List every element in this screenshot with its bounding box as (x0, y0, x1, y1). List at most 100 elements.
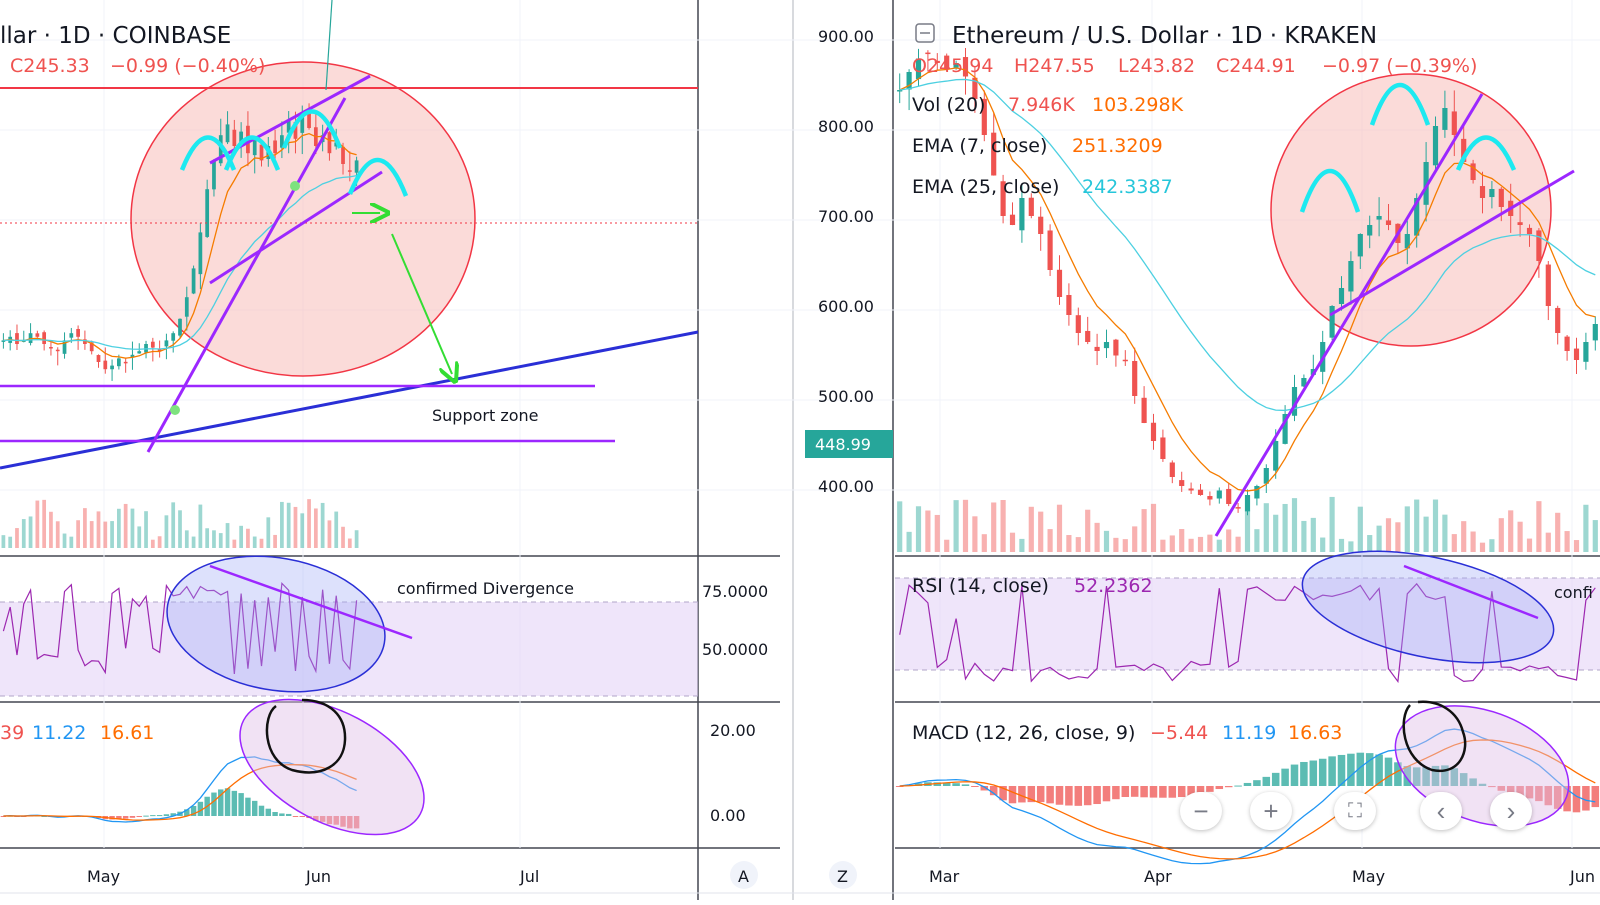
left-rsi-divergence-line[interactable] (209, 564, 413, 640)
right-volume-60 (1461, 521, 1467, 552)
left-shoulder-arc-1 (179, 135, 237, 171)
left-highlight-circle (130, 61, 476, 377)
left-candle-11 (76, 328, 80, 337)
right-hist-64 (1497, 786, 1506, 791)
left-candle-48 (327, 132, 332, 154)
left-volume-20 (137, 526, 142, 548)
scroll-right-button[interactable]: › (1490, 792, 1532, 830)
left-macd-tick-20: 20.00 (710, 721, 756, 740)
right-rsi-label: RSI (14, close) (912, 575, 1049, 597)
right-volume-66 (1517, 521, 1523, 552)
right-vol-label: Vol (20) (912, 94, 985, 116)
left-marker-dot-1 (290, 181, 300, 191)
left-hist-21 (143, 815, 149, 817)
right-candle-40 (1273, 441, 1279, 471)
right-volume-7 (962, 499, 969, 552)
right-hist-19 (1074, 786, 1083, 806)
left-signal-line (3, 763, 357, 821)
right-corner-button[interactable] (829, 861, 857, 889)
left-candle-35 (239, 131, 243, 143)
right-volume-25 (1132, 526, 1138, 552)
right-candle-58 (1442, 108, 1448, 130)
scroll-left-button[interactable]: ‹ (1420, 792, 1462, 830)
right-y-tick-2: 700.00 (818, 207, 874, 226)
right-volume-52 (1385, 518, 1392, 552)
left-candle-42 (286, 120, 291, 133)
left-volume-29 (198, 504, 203, 548)
right-hist-54 (1403, 766, 1412, 786)
right-macd-line (899, 728, 1596, 865)
left-volume-18 (123, 503, 128, 548)
right-volume-57 (1432, 499, 1439, 552)
left-volume-10 (69, 536, 74, 548)
right-low: L243.82 (1118, 55, 1195, 77)
right-hist-30 (1177, 786, 1186, 798)
right-volume-bars (897, 496, 1598, 552)
right-candle-32 (1197, 489, 1204, 495)
right-hist-33 (1206, 786, 1214, 792)
right-volume-68 (1536, 501, 1542, 552)
right-macd-scribble (1402, 700, 1467, 773)
right-price-tag-bg (805, 430, 893, 458)
right-hist-68 (1535, 786, 1543, 802)
left-volume-43 (293, 506, 298, 548)
right-neckline[interactable] (1329, 169, 1575, 317)
right-rsi-divergence-line[interactable] (1403, 564, 1539, 620)
left-volume-9 (62, 533, 67, 548)
right-hist-34 (1215, 786, 1224, 790)
right-candle-30 (1179, 480, 1185, 486)
right-high: H247.55 (1014, 55, 1095, 77)
right-volume-23 (1113, 537, 1119, 552)
right-hist-62 (1478, 783, 1487, 786)
right-candle-17 (1056, 269, 1063, 297)
right-volume-37 (1244, 510, 1251, 552)
right-hist-42 (1290, 764, 1299, 786)
left-volume-40 (273, 534, 277, 548)
right-hist-46 (1328, 756, 1336, 786)
zoom-out-button[interactable]: − (1180, 792, 1222, 830)
right-volume-63 (1489, 539, 1495, 552)
right-candle-18 (1066, 295, 1072, 315)
right-volume-47 (1338, 538, 1345, 552)
right-collapse-icon[interactable] (915, 23, 935, 43)
right-hist-72 (1572, 786, 1581, 813)
left-candle-25 (171, 333, 176, 341)
left-candle-8 (55, 349, 60, 352)
left-macd-v3: 16.61 (100, 722, 154, 744)
chevron-left-icon: ‹ (1436, 795, 1446, 826)
right-candle-70 (1555, 307, 1561, 333)
left-candle-44 (300, 117, 305, 133)
right-candle-48 (1348, 261, 1354, 292)
right-candle-21 (1094, 346, 1100, 351)
left-macd-tick-0: 0.00 (710, 806, 746, 825)
left-candle-50 (341, 146, 345, 164)
left-volume-46 (313, 508, 318, 548)
right-candle-34 (1216, 490, 1222, 499)
left-candle-43 (293, 121, 298, 139)
left-x-tick-jul: Jul (519, 867, 539, 886)
zoom-in-button[interactable]: + (1250, 792, 1292, 830)
right-price-axis[interactable]: 900.00 800.00 700.00 600.00 500.00 400.00 (818, 27, 874, 496)
right-candle-25 (1132, 361, 1138, 396)
right-open: O245.94 (912, 55, 993, 77)
fullscreen-button[interactable]: ⛶ (1334, 792, 1376, 830)
right-price-tag: 448.99 (815, 435, 871, 454)
right-divergence-label: confi (1554, 583, 1593, 602)
left-corner-button[interactable] (730, 861, 758, 889)
left-volume-27 (184, 530, 189, 548)
right-trend-steep[interactable] (1214, 93, 1484, 537)
left-volume-52 (354, 530, 359, 548)
right-candle-35 (1226, 488, 1232, 504)
right-close: C244.91 (1216, 55, 1296, 77)
left-hist-49 (333, 816, 339, 825)
left-candle-17 (117, 358, 121, 367)
left-trend-steep[interactable] (146, 97, 347, 453)
right-hist-0 (895, 786, 904, 787)
left-rising-support-line[interactable] (0, 330, 699, 470)
left-drawings[interactable] (0, 0, 699, 863)
right-volume-33 (1207, 534, 1213, 552)
left-candle-32 (218, 135, 223, 164)
right-hist-7 (961, 784, 970, 786)
left-hist-34 (231, 790, 238, 816)
